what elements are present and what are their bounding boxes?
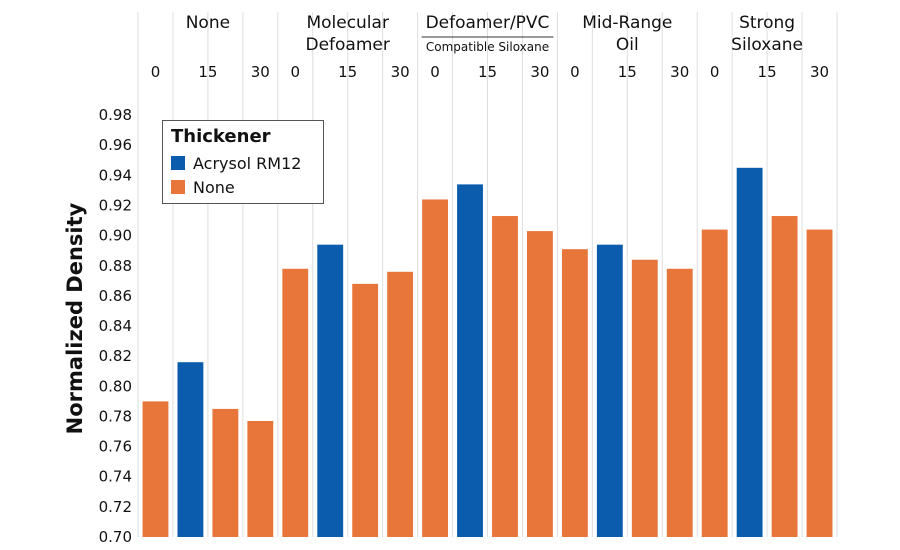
legend-label-none: None — [193, 177, 235, 197]
group-sublabel: Compatible Siloxane — [426, 40, 549, 54]
y-tick-label: 0.80 — [99, 377, 132, 395]
y-tick-label: 0.88 — [99, 257, 132, 275]
y-tick-label: 0.92 — [99, 196, 132, 214]
legend: Thickener Acrysol RM12 None — [162, 120, 324, 204]
group-label: Defoamer/PVC — [426, 13, 550, 33]
group-label: Mid-Range — [582, 13, 672, 33]
legend-entry-none: None — [171, 175, 315, 199]
x-tick-label: 15 — [478, 63, 497, 81]
y-tick-label: 0.94 — [99, 166, 132, 184]
x-tick-label: 30 — [530, 63, 549, 81]
x-tick-label: 0 — [151, 63, 161, 81]
y-tick-label: 0.82 — [99, 347, 132, 365]
y-tick-label: 0.76 — [99, 438, 132, 456]
bar — [247, 420, 274, 537]
bar — [806, 229, 833, 537]
y-tick-label: 0.98 — [99, 106, 132, 124]
bar — [492, 216, 518, 537]
bar — [736, 167, 763, 537]
x-tick-label: 0 — [710, 63, 720, 81]
x-tick-label: 0 — [430, 63, 440, 81]
x-tick-label: 30 — [251, 63, 270, 81]
bar — [212, 408, 239, 537]
x-tick-label: 30 — [670, 63, 689, 81]
bar — [457, 184, 483, 537]
group-label: Molecular — [306, 13, 389, 33]
x-tick-label: 30 — [810, 63, 829, 81]
y-tick-label: 0.70 — [99, 528, 132, 546]
y-axis-label: Normalized Density — [63, 202, 87, 434]
group-label: Defoamer — [306, 35, 390, 55]
bar — [177, 362, 204, 537]
x-tick-label: 15 — [198, 63, 217, 81]
y-tick-label: 0.74 — [99, 468, 132, 486]
bar — [631, 259, 658, 537]
group-label: Strong — [739, 13, 795, 33]
y-tick-label: 0.96 — [99, 136, 132, 154]
bar — [387, 271, 414, 537]
legend-swatch-acrysol — [171, 156, 185, 170]
group-label: None — [186, 13, 230, 33]
group-label: Siloxane — [731, 35, 803, 55]
y-tick-label: 0.86 — [99, 287, 132, 305]
x-tick-label: 30 — [391, 63, 410, 81]
bar — [701, 229, 728, 537]
legend-swatch-none — [171, 180, 185, 194]
x-tick-label: 0 — [570, 63, 580, 81]
bar — [142, 401, 169, 537]
bar — [526, 231, 553, 537]
bar — [422, 199, 449, 537]
group-label: Oil — [616, 35, 639, 55]
bar — [596, 244, 623, 538]
legend-entry-acrysol: Acrysol RM12 — [171, 151, 315, 175]
bar — [317, 244, 344, 538]
y-tick-label: 0.72 — [99, 498, 132, 516]
x-tick-label: 15 — [338, 63, 357, 81]
legend-label-acrysol: Acrysol RM12 — [193, 153, 302, 173]
x-tick-label: 15 — [758, 63, 777, 81]
y-tick-label: 0.78 — [99, 407, 132, 425]
bar — [561, 249, 588, 538]
bar — [352, 283, 379, 537]
bar — [282, 268, 309, 537]
bar — [666, 268, 693, 537]
legend-title: Thickener — [171, 126, 271, 147]
y-tick-label: 0.90 — [99, 227, 132, 245]
x-tick-label: 15 — [618, 63, 637, 81]
bar — [771, 216, 798, 537]
x-tick-label: 0 — [291, 63, 301, 81]
y-tick-label: 0.84 — [99, 317, 132, 335]
